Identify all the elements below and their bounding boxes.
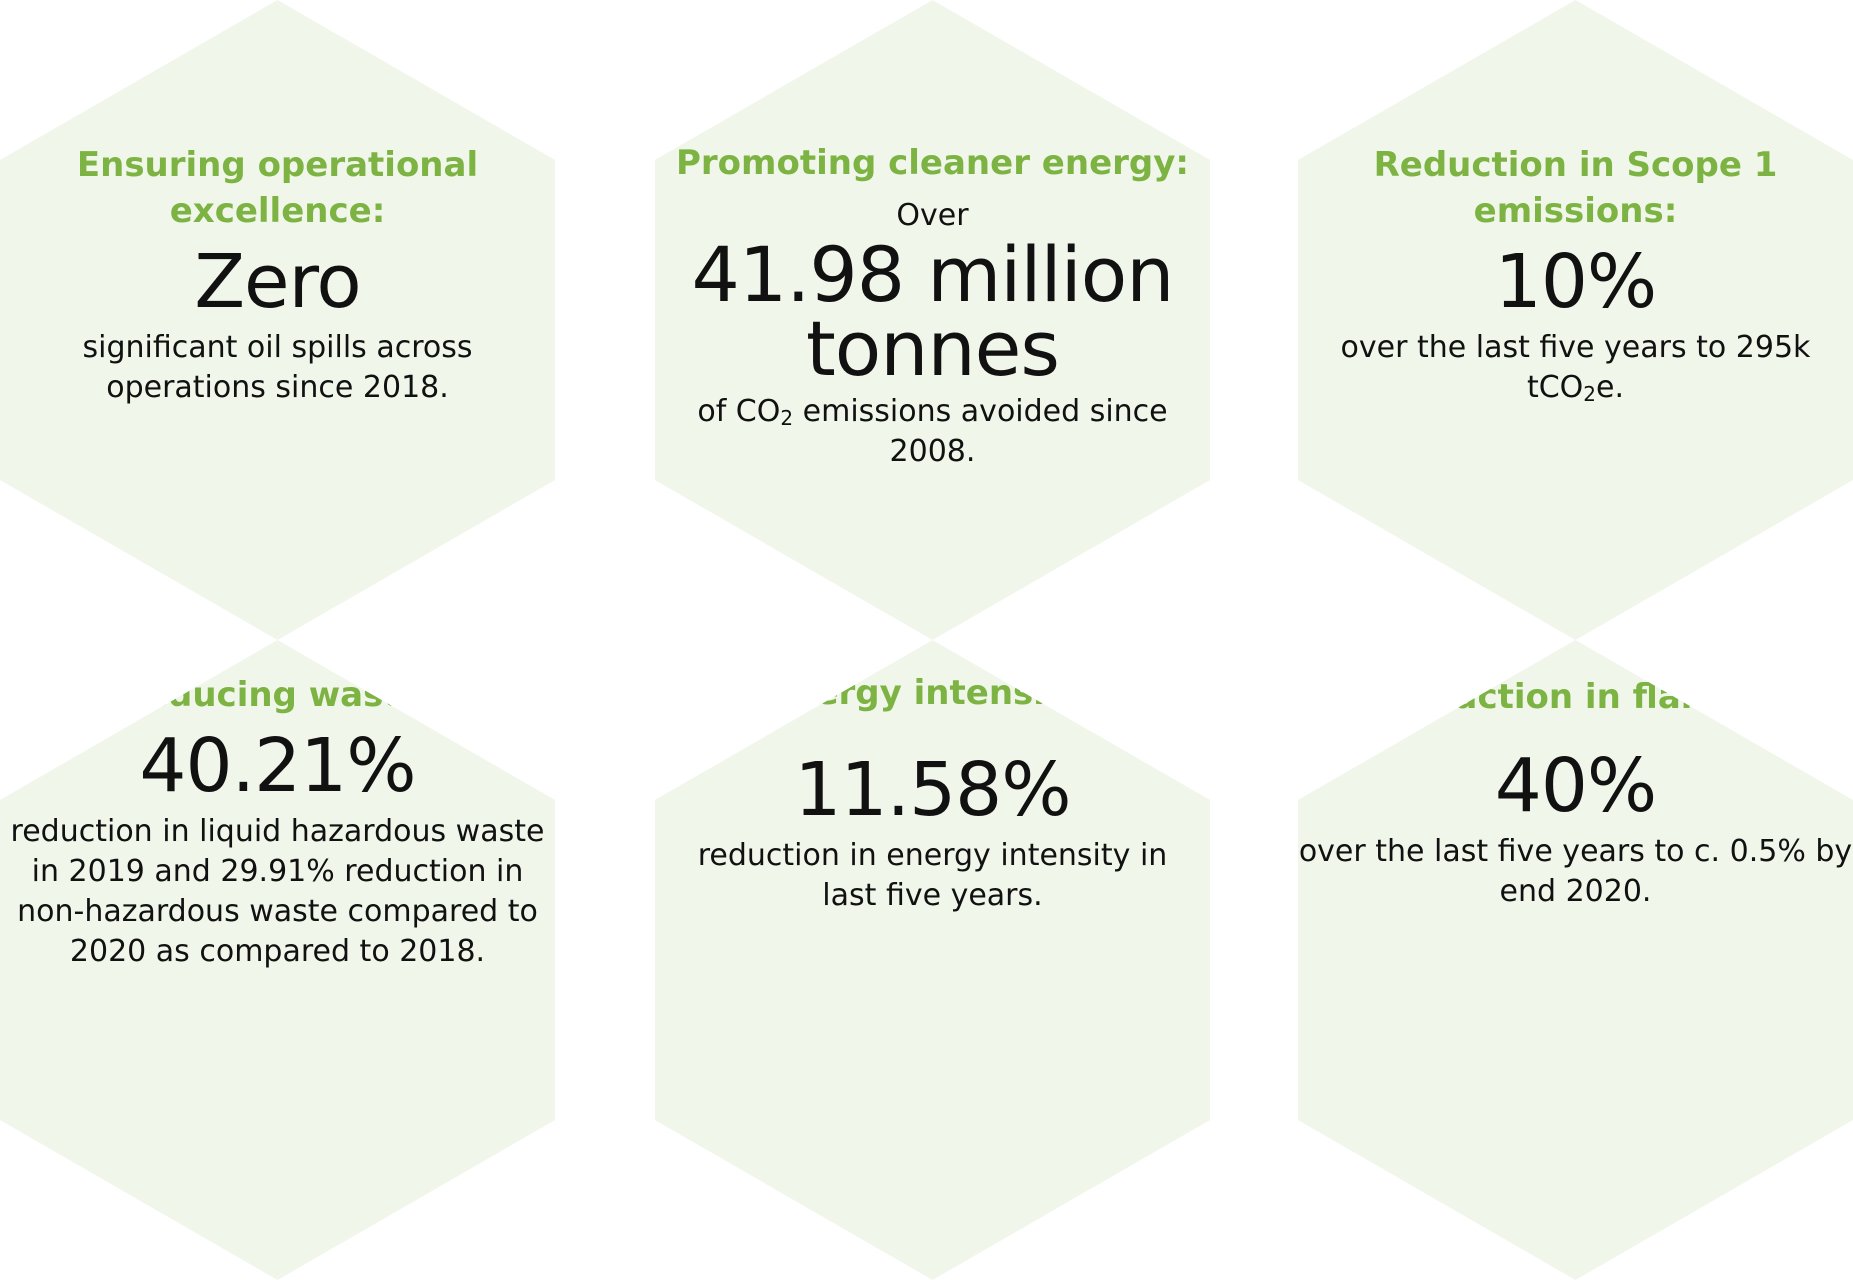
card-title: Reduction in Scope 1 emissions: [1373, 145, 1778, 231]
card-value: 11.58% [794, 747, 1071, 833]
card-title: Promoting cleaner energy: [676, 143, 1189, 183]
card-title: Energy intensity: [768, 673, 1097, 713]
desc-suffix: e. [1596, 370, 1625, 405]
hexagon-card-cleaner-energy: Promoting cleaner energy: Over 41.98 mil… [655, 0, 1210, 640]
desc-subscript: 2 [780, 406, 794, 430]
card-title: Reduction in flaring: [1379, 677, 1772, 717]
card-content: Promoting cleaner energy: Over 41.98 mil… [675, 140, 1190, 472]
card-value: 41.98 million tonnes [691, 230, 1175, 393]
desc-suffix: emissions avoided since 2008. [802, 394, 1168, 469]
desc-prefix: of CO [697, 394, 781, 429]
card-pre-text: Over [896, 198, 969, 233]
desc-subscript: 2 [1583, 382, 1597, 406]
card-value: Zero [194, 239, 361, 325]
hexagon-card-flaring: Reduction in flaring: 40% over the last … [1298, 640, 1853, 1280]
card-content: Reducing waste: 40.21% reduction in liqu… [11, 672, 545, 972]
card-content: Ensuring operational excellence: Zero si… [20, 142, 535, 408]
desc-prefix: over the last five years to 295k tCO [1340, 330, 1811, 405]
hexagon-card-scope1-emissions: Reduction in Scope 1 emissions: 10% over… [1298, 0, 1853, 640]
card-description: over the last five years to 295k tCO2e. [1298, 328, 1853, 408]
card-description: of CO2 emissions avoided since 2008. [675, 392, 1190, 472]
card-title: Ensuring operational excellence: [76, 145, 479, 231]
card-description: over the last five years to c. 0.5% by e… [1298, 834, 1853, 909]
hexagon-card-energy-intensity: Energy intensity: 11.58% reduction in en… [655, 640, 1210, 1280]
card-content: Energy intensity: 11.58% reduction in en… [675, 670, 1190, 916]
hexagon-card-operational-excellence: Ensuring operational excellence: Zero si… [0, 0, 555, 640]
card-content: Reduction in flaring: 40% over the last … [1299, 674, 1852, 912]
hexagon-card-reducing-waste: Reducing waste: 40.21% reduction in liqu… [0, 640, 555, 1280]
card-content: Reduction in Scope 1 emissions: 10% over… [1318, 142, 1833, 408]
card-description: reduction in liquid hazardous waste in 2… [10, 814, 545, 969]
card-value: 10% [1494, 239, 1657, 325]
card-value: 40% [1494, 743, 1657, 829]
card-value: 40.21% [139, 723, 416, 809]
card-description: significant oil spills across operations… [82, 330, 473, 405]
card-title: Reducing waste: [118, 675, 437, 715]
card-description: reduction in energy intensity in last fi… [697, 838, 1168, 913]
